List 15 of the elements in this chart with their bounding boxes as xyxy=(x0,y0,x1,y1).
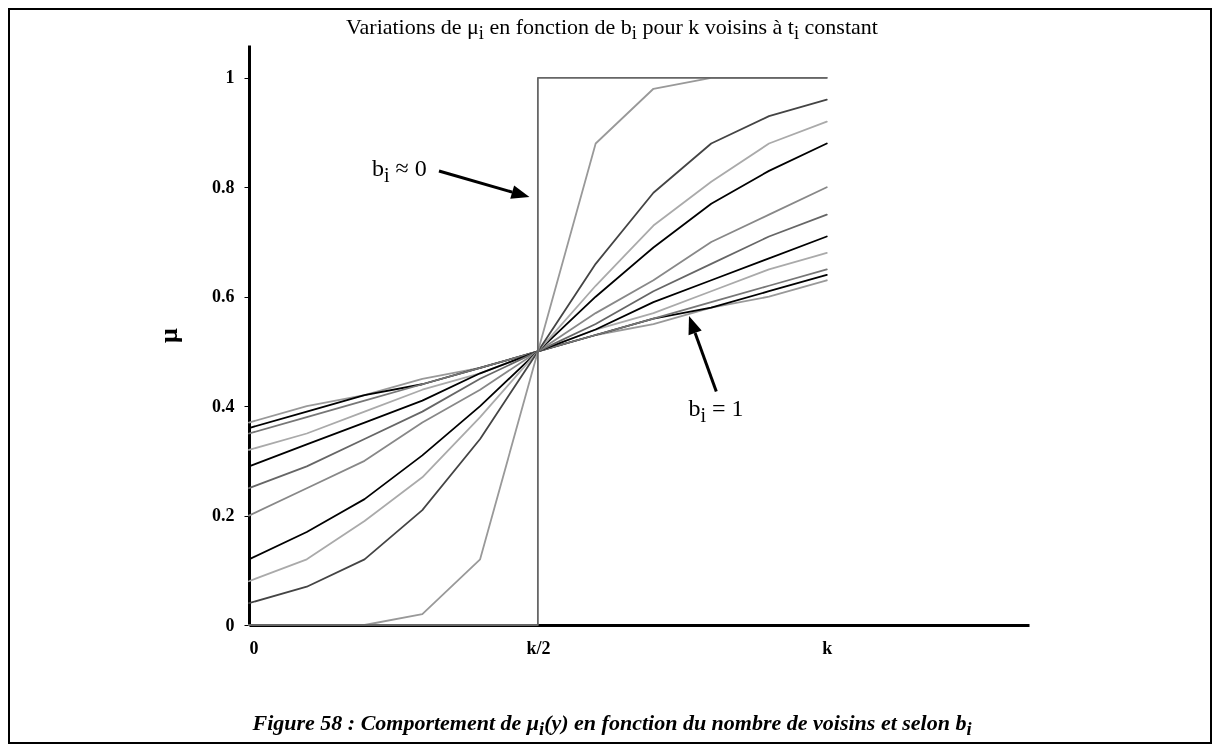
x-tick-label: k xyxy=(822,637,833,658)
annotation: b$_{i}$ = 1 xyxy=(688,394,744,427)
y-tick-label: 0.8 xyxy=(212,176,235,197)
chart-title: Variations de μ$_{i}$ en fonction de b$_{i}$ pour k voisins à t$_{i}$ constant xyxy=(345,14,879,45)
line-series xyxy=(248,186,828,517)
caption: Figure 58 : Comportement de μ$_{i}$(y) en fonction du nombre de voisins et selon b$_{i}$ xyxy=(251,710,973,741)
y-tick-label: 0.4 xyxy=(212,395,235,416)
y-tick-label: 0.2 xyxy=(212,505,235,526)
y-axis-title: μ xyxy=(154,327,183,343)
x-tick-label: 0 xyxy=(249,637,259,658)
annotation: b$_{i}$ ≈ 0 xyxy=(372,154,427,187)
y-tick-label: 0.6 xyxy=(212,286,235,307)
y-tick-label: 1 xyxy=(225,67,235,88)
x-tick-label: k/2 xyxy=(526,637,551,658)
y-tick-label: 0 xyxy=(225,614,235,635)
